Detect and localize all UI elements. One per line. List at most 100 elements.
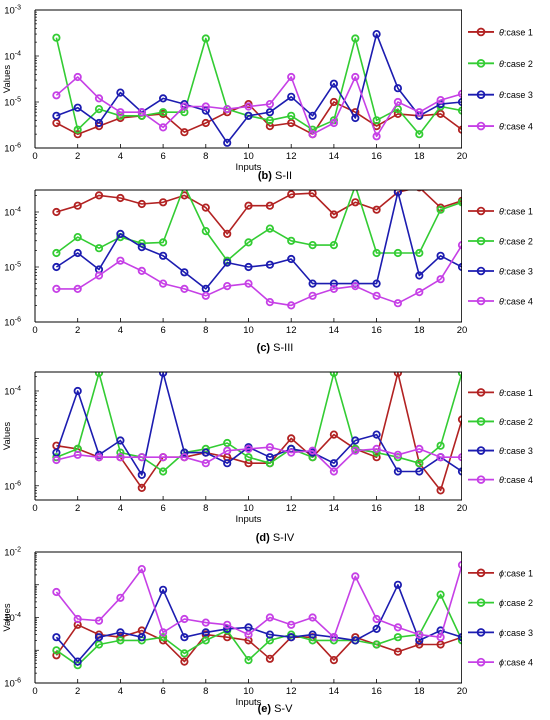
x-tick-label: 8: [203, 686, 208, 697]
series-marker: [372, 453, 381, 462]
series-marker: [180, 649, 189, 658]
series-marker: [329, 655, 338, 665]
series-marker: [52, 587, 61, 597]
series-marker: [52, 455, 61, 465]
series-marker: [287, 190, 296, 199]
legend-label: θ:case 1: [499, 388, 533, 398]
series-marker: [372, 640, 381, 649]
series-marker: [287, 236, 296, 245]
series-marker: [180, 268, 189, 277]
series-marker: [329, 467, 338, 476]
legend: ϕ:case 1 ϕ:case 2 ϕ:case 3 ϕ:case 4: [462, 552, 548, 683]
legend-label: θ:case 4: [499, 122, 533, 132]
series-marker: [308, 279, 317, 288]
series-marker: [329, 279, 338, 288]
series-marker: [244, 262, 253, 272]
series-marker: [329, 118, 338, 128]
series-marker: [116, 593, 125, 602]
series-line-3: [55, 191, 462, 290]
series-marker: [52, 91, 61, 100]
series-marker: [372, 279, 381, 288]
legend: θ:case 1 θ:case 2 θ:case 3 θ:case 4: [462, 372, 548, 500]
series-marker: [436, 633, 445, 642]
series-marker: [393, 299, 402, 308]
panel-caption: (b) S-II: [258, 170, 292, 182]
series-marker: [94, 191, 104, 200]
series-marker: [73, 248, 82, 258]
legend-swatch-marker: [476, 236, 486, 246]
series-marker: [223, 105, 232, 114]
series-marker: [159, 628, 168, 637]
series-marker: [265, 443, 274, 452]
series-marker: [287, 254, 296, 264]
legend-box: [462, 552, 548, 683]
x-tick-label: 4: [118, 325, 123, 336]
series-marker: [436, 275, 445, 284]
series-marker: [393, 97, 402, 107]
series-marker: [159, 238, 168, 247]
series-marker: [94, 118, 104, 128]
series-marker: [201, 628, 210, 637]
y-tick-label: 10-3: [4, 5, 21, 17]
x-tick-label: 18: [414, 503, 425, 514]
x-tick-label: 6: [160, 686, 165, 697]
series-marker: [73, 201, 82, 210]
series-marker: [393, 450, 402, 459]
series-marker: [159, 198, 168, 207]
series-marker: [308, 111, 317, 120]
series-marker: [415, 467, 424, 476]
legend-box: [462, 372, 548, 500]
series-marker: [244, 279, 253, 288]
series-marker: [180, 657, 189, 666]
legend-swatch-marker: [476, 27, 486, 37]
series-marker: [265, 630, 274, 639]
series-marker: [436, 590, 445, 599]
series-marker: [308, 130, 317, 139]
series-marker: [137, 453, 146, 462]
panel-caption: (e) S-V: [258, 703, 294, 715]
series-marker: [201, 291, 210, 300]
series-marker: [244, 201, 253, 210]
series-marker: [287, 72, 296, 82]
x-tick-label: 14: [329, 503, 340, 514]
series-marker: [180, 614, 189, 624]
series-marker: [372, 624, 381, 634]
x-tick-label: 18: [414, 325, 425, 336]
series-marker: [159, 372, 168, 377]
series-marker: [436, 453, 445, 462]
series-marker: [393, 580, 402, 589]
series-marker: [159, 453, 168, 462]
y-tick-label: 10-6: [4, 480, 21, 492]
series-marker: [159, 633, 168, 642]
x-tick-label: 6: [160, 325, 165, 336]
x-tick-label: 10: [243, 503, 254, 514]
series-marker: [201, 636, 210, 645]
series-marker: [393, 633, 402, 642]
x-tick-label: 20: [457, 325, 468, 336]
series-marker: [351, 34, 360, 43]
x-tick-label: 16: [371, 686, 382, 697]
series-marker: [159, 585, 168, 594]
series-marker: [116, 256, 125, 265]
series-marker: [372, 430, 381, 439]
series-line-1: [56, 372, 462, 492]
x-tick-label: 12: [286, 686, 297, 697]
series-marker: [308, 446, 317, 455]
series-marker: [265, 224, 274, 233]
x-tick-label: 4: [118, 503, 123, 514]
series-line-3: [56, 33, 462, 144]
chart-panel-3: 0 2 4 6 8 10 12 14 16 18 20 Inputs 10-6 10-4 Values θ:c…: [2, 371, 548, 544]
series-marker: [415, 248, 424, 258]
x-tick-label: 12: [286, 503, 297, 514]
x-tick-label: 16: [371, 151, 382, 162]
series-marker: [137, 483, 146, 492]
series-marker: [137, 243, 146, 252]
y-tick-label: 10-6: [4, 317, 21, 329]
series-marker: [287, 448, 296, 457]
series-marker: [308, 291, 317, 300]
series-marker: [436, 96, 445, 105]
legend-box: [462, 10, 548, 148]
series-marker: [180, 284, 189, 293]
series-marker: [73, 657, 82, 666]
